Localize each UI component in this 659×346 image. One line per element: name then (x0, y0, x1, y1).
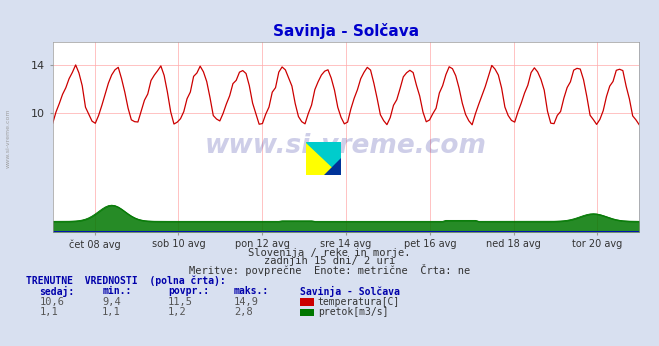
Text: 14,9: 14,9 (234, 297, 259, 307)
Text: 10,6: 10,6 (40, 297, 65, 307)
Polygon shape (306, 142, 341, 175)
Title: Savinja - Solčava: Savinja - Solčava (273, 23, 419, 39)
Text: 1,1: 1,1 (40, 307, 58, 317)
Text: povpr.:: povpr.: (168, 286, 209, 296)
Text: min.:: min.: (102, 286, 132, 296)
Text: www.si-vreme.com: www.si-vreme.com (205, 133, 487, 159)
Text: Meritve: povprečne  Enote: metrične  Črta: ne: Meritve: povprečne Enote: metrične Črta:… (189, 264, 470, 276)
Text: Slovenija / reke in morje.: Slovenija / reke in morje. (248, 248, 411, 257)
Text: www.si-vreme.com: www.si-vreme.com (5, 109, 11, 168)
Text: zadnjih 15 dni/ 2 uri: zadnjih 15 dni/ 2 uri (264, 256, 395, 266)
Text: 9,4: 9,4 (102, 297, 121, 307)
Text: Savinja - Solčava: Savinja - Solčava (300, 286, 400, 297)
Text: 2,8: 2,8 (234, 307, 252, 317)
Text: TRENUTNE  VREDNOSTI  (polna črta):: TRENUTNE VREDNOSTI (polna črta): (26, 276, 226, 286)
Polygon shape (324, 158, 341, 175)
Text: pretok[m3/s]: pretok[m3/s] (318, 307, 388, 317)
Text: temperatura[C]: temperatura[C] (318, 297, 400, 307)
Text: 1,1: 1,1 (102, 307, 121, 317)
Text: 1,2: 1,2 (168, 307, 186, 317)
Text: 11,5: 11,5 (168, 297, 193, 307)
Text: maks.:: maks.: (234, 286, 269, 296)
Polygon shape (306, 142, 341, 175)
Text: sedaj:: sedaj: (40, 286, 74, 297)
